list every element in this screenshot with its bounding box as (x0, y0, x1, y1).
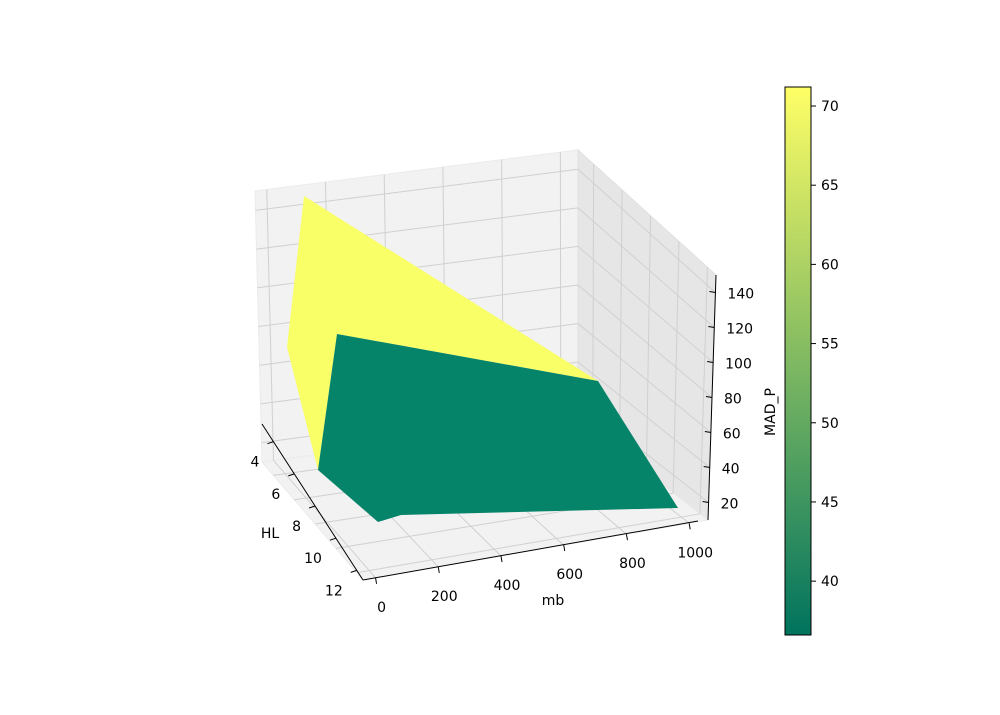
x-tick-label: 800 (619, 556, 646, 572)
x-tick-label: 200 (431, 589, 458, 605)
colorbar-tick-label: 70 (821, 99, 839, 115)
x-tick-mark (437, 566, 440, 573)
y-tick-mark (267, 441, 274, 445)
x-tick-label: 1000 (677, 545, 713, 561)
z-tick-mark (703, 466, 710, 468)
z-tick-label: 40 (722, 462, 740, 478)
x-tick-mark (500, 555, 503, 563)
y-tick-mark (329, 537, 337, 541)
colorbar (784, 86, 812, 636)
y-tick-mark (350, 569, 357, 573)
x-axis-line (362, 520, 699, 581)
z-gridline-right (577, 284, 713, 398)
colorbar-tick-label: 50 (821, 416, 839, 432)
z-tick-label: 20 (721, 497, 739, 513)
z-tick-label: 60 (723, 427, 741, 443)
z-gridline-right (577, 246, 714, 363)
z-tick-label: 80 (724, 392, 742, 408)
x-tick-mark (625, 534, 628, 541)
y-axis-label: HL (261, 526, 280, 542)
z-tick-label: 140 (727, 287, 754, 303)
z-gridline-right (577, 323, 712, 433)
x-tick-label: 600 (556, 567, 583, 583)
y-tick-mark (288, 473, 295, 477)
x-gridline-floor (273, 460, 376, 579)
y-axis-line (261, 423, 364, 581)
z-tick-mark (708, 326, 715, 328)
y-tick-label: 6 (271, 487, 280, 503)
y-tick-label: 12 (325, 583, 343, 599)
y-tick-label: 4 (251, 455, 260, 471)
x-tick-label: 400 (494, 578, 521, 594)
z-gridline-right (577, 207, 715, 328)
z-tick-mark (709, 291, 716, 293)
colorbar-tick-label: 55 (821, 337, 839, 353)
y-gridline-floor (356, 513, 701, 574)
z-tick-mark (702, 501, 709, 503)
z-gridline-right (577, 168, 716, 293)
z-tick-mark (704, 431, 711, 433)
x-tick-mark (688, 523, 691, 530)
z-axis-ticks: 20 40 60 80 100 120 140 (702, 287, 754, 513)
colorbar-tick-label: 40 (821, 574, 839, 590)
x-tick-mark (375, 577, 378, 584)
y-tick-label: 8 (292, 519, 301, 535)
z-tick-mark (705, 396, 713, 398)
z-tick-label: 100 (725, 357, 752, 373)
colorbar-tick-label: 45 (821, 495, 839, 511)
colorbar-tick-label: 60 (821, 257, 839, 273)
surface-face-high (287, 196, 598, 470)
x-axis-label: mb (542, 593, 565, 609)
surface-face-low (318, 334, 678, 522)
z-axis-label: MAD_P (763, 388, 779, 436)
y-tick-label: 10 (304, 551, 322, 567)
x-axis-ticks: 0 200 400 600 800 1000 (375, 523, 713, 616)
colorbar-tick-label: 65 (821, 178, 839, 194)
z-tick-mark (707, 361, 714, 363)
z-gridline-right (577, 361, 711, 468)
y-tick-mark (308, 505, 316, 509)
x-tick-mark (563, 545, 566, 552)
x-tick-label: 0 (377, 600, 386, 616)
z-tick-label: 120 (726, 322, 753, 338)
colorbar-ticks: 40 45 50 55 60 65 70 (811, 99, 839, 590)
